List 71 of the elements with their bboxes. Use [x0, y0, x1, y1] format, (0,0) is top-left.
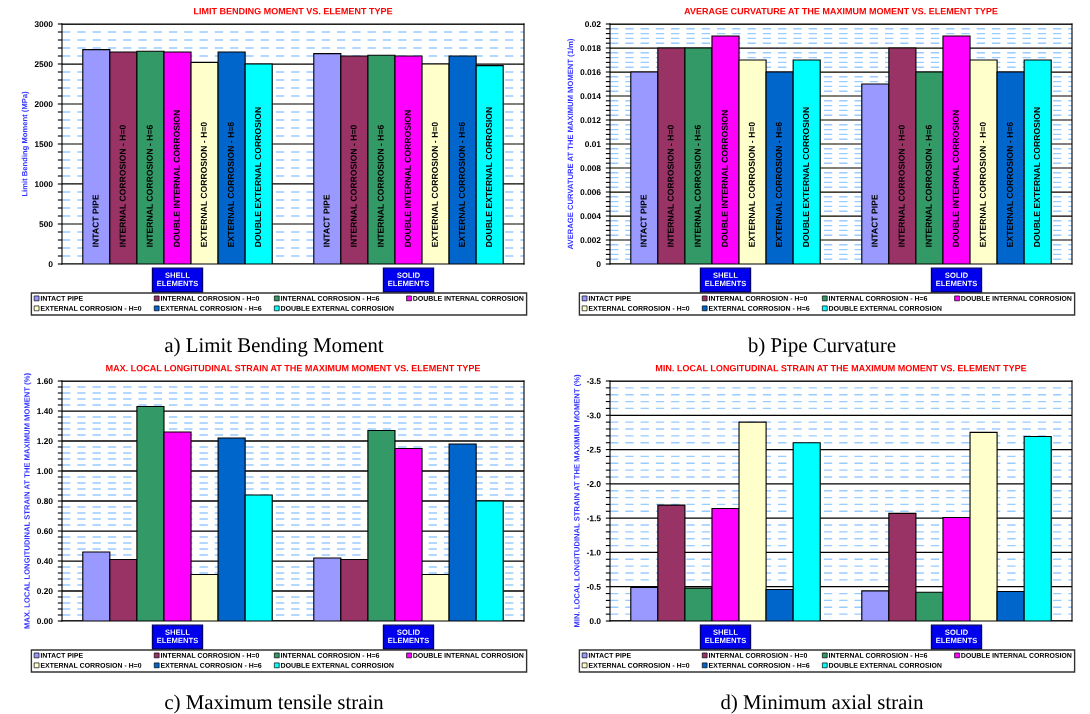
text: a) Limit Bending Moment [165, 337, 384, 357]
y-tick-label: -3.0 [586, 412, 601, 419]
chart-title: MAX. LOCAL LONGITUDINAL STRAIN AT THE MAXIMUM MOMENT VS. ELEMENT TYPE [106, 364, 481, 372]
annotation: EXTERNAL CORROSION - H=6 [775, 122, 782, 247]
y-tick-label: 0.0 [589, 618, 601, 625]
y-tick-label: 0.012 [580, 117, 601, 124]
annotation: EXTERNAL CORROSION - H=6 [227, 122, 234, 247]
annotation: DOUBLE INTERNAL CORROSION [952, 110, 959, 247]
y-tick-label: -1.5 [586, 515, 601, 522]
y-tick-label: 0.02 [585, 21, 601, 28]
y-tick-label: -3.5 [586, 378, 601, 385]
y-tick-label: 0.004 [580, 213, 601, 220]
annotation: EXTERNAL CORROSION - H=0 [200, 122, 207, 247]
y-tick-label: 0.002 [580, 237, 601, 244]
annotation: INTERNAL CORROSION - H=6 [694, 125, 701, 247]
text: c) Maximum tensile strain [165, 694, 384, 714]
text: d) Minimum axial strain [721, 694, 924, 714]
y-tick-label: -1.0 [586, 549, 601, 556]
annotation: EXTERNAL CORROSION - H=0 [748, 122, 755, 247]
y-tick-label: 3000 [34, 21, 53, 28]
y-tick-label: 0.006 [580, 189, 601, 196]
annotation: INTERNAL CORROSION - H=0 [350, 125, 357, 247]
y-tick-label: 0.01 [585, 141, 601, 148]
y-tick-label: 1.60 [37, 378, 53, 385]
chart-title: LIMIT BENDING MOMENT VS. ELEMENT TYPE [194, 7, 393, 15]
y-tick-label: 2000 [34, 101, 53, 108]
y-tick-label: -2.5 [586, 446, 601, 453]
y-tick-label: 0.60 [37, 528, 53, 535]
y-tick-label: 1500 [34, 141, 53, 148]
y-tick-label: 0.016 [580, 69, 601, 76]
annotation: DOUBLE EXTERNAL CORROSION [485, 107, 492, 247]
y-tick-label: 0.014 [580, 93, 601, 100]
y-tick-label: 1000 [34, 181, 53, 188]
annotation: EXTERNAL CORROSION - H=6 [1006, 122, 1013, 247]
y-tick-label: 0 [596, 261, 601, 268]
annotation: DOUBLE EXTERNAL CORROSION [1033, 107, 1040, 247]
text: b) Pipe Curvature [747, 337, 896, 357]
y-tick-label: 1.40 [37, 408, 53, 415]
annotation: INTERNAL CORROSION - H=6 [925, 125, 932, 247]
annotation: EXTERNAL CORROSION - H=0 [431, 122, 438, 247]
y-tick-label: 0.00 [37, 618, 53, 625]
annotation: DOUBLE INTERNAL CORROSION [404, 110, 411, 247]
y-tick-label: 0.40 [37, 558, 53, 565]
annotation: DOUBLE INTERNAL CORROSION [173, 110, 180, 247]
y-tick-label: -0.5 [586, 583, 601, 590]
y-tick-label: 0.008 [580, 165, 601, 172]
y-tick-label: -2.0 [586, 481, 601, 487]
annotation: INTACT PIPE [871, 194, 878, 247]
y-tick-label: 0.20 [37, 588, 53, 595]
y-tick-label: 0.80 [37, 498, 53, 505]
y-tick-label: 0.018 [580, 45, 601, 52]
chart-title: MIN. LOCAL LONGITUDINAL STRAIN AT THE MAXIMUM MOMENT VS. ELEMENT TYPE [655, 364, 1027, 372]
annotation: INTERNAL CORROSION - H=0 [898, 125, 905, 247]
annotation: EXTERNAL CORROSION - H=0 [979, 122, 986, 247]
y-tick-label: 0 [48, 261, 53, 268]
y-tick-label: 500 [39, 221, 53, 228]
annotation: EXTERNAL CORROSION - H=6 [458, 122, 465, 247]
y-tick-label: 1.20 [37, 438, 53, 445]
annotation: DOUBLE EXTERNAL CORROSION [254, 107, 261, 247]
annotation: INTACT PIPE [640, 194, 647, 247]
annotation: DOUBLE INTERNAL CORROSION [721, 110, 728, 247]
annotation: INTERNAL CORROSION - H=6 [377, 125, 384, 247]
annotation: INTERNAL CORROSION - H=6 [146, 125, 153, 247]
y-tick-label: 2500 [34, 61, 53, 68]
chart-title: AVERAGE CURVATURE AT THE MAXIMUM MOMENT VS. ELEMENT TYPE [684, 7, 998, 15]
y-tick-label: 1.00 [37, 468, 53, 475]
annotation: INTACT PIPE [92, 194, 99, 247]
annotation: INTERNAL CORROSION - H=0 [667, 125, 674, 247]
annotation: DOUBLE EXTERNAL CORROSION [802, 107, 809, 247]
annotation: INTERNAL CORROSION - H=0 [119, 125, 126, 247]
annotation: INTACT PIPE [323, 194, 330, 247]
